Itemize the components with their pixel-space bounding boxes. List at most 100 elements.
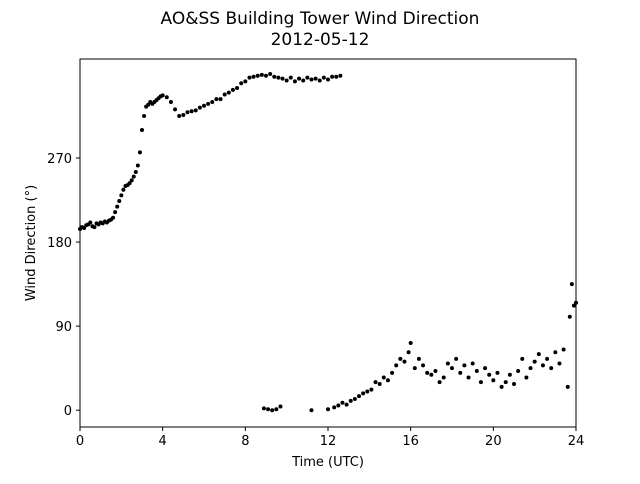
data-point bbox=[288, 75, 293, 80]
data-point bbox=[385, 378, 390, 383]
chart-subtitle: 2012-05-12 bbox=[271, 30, 370, 50]
x-axis-label: Time (UTC) bbox=[291, 455, 364, 470]
data-point bbox=[137, 150, 142, 155]
data-point bbox=[135, 163, 140, 168]
y-tick-label: 270 bbox=[47, 152, 72, 167]
data-point bbox=[230, 87, 235, 92]
data-point bbox=[326, 77, 330, 82]
data-point bbox=[445, 361, 450, 366]
data-point bbox=[88, 220, 93, 225]
data-point bbox=[264, 73, 268, 78]
data-point bbox=[503, 380, 508, 385]
data-point bbox=[214, 97, 219, 102]
data-point bbox=[540, 363, 545, 368]
data-point bbox=[352, 396, 357, 401]
data-point bbox=[243, 79, 248, 84]
data-point bbox=[553, 350, 558, 355]
data-point bbox=[512, 382, 516, 387]
plot-frame bbox=[79, 58, 577, 428]
y-tick-label: 0 bbox=[64, 404, 72, 419]
data-point bbox=[377, 382, 382, 387]
x-tick-label: 24 bbox=[568, 434, 585, 449]
data-point bbox=[301, 78, 306, 83]
data-point bbox=[321, 75, 326, 80]
data-point bbox=[365, 389, 370, 394]
data-point bbox=[247, 75, 252, 80]
data-point bbox=[121, 187, 126, 192]
data-point bbox=[369, 387, 374, 392]
data-point bbox=[276, 75, 281, 80]
data-point bbox=[470, 361, 475, 366]
data-point bbox=[284, 78, 289, 83]
x-tick-label: 0 bbox=[76, 434, 84, 449]
data-point bbox=[259, 72, 264, 77]
data-point bbox=[565, 384, 570, 389]
data-point bbox=[206, 101, 211, 106]
data-point bbox=[274, 407, 279, 412]
data-point bbox=[222, 92, 227, 97]
data-point bbox=[330, 74, 335, 79]
data-point bbox=[357, 394, 361, 399]
data-point bbox=[326, 407, 330, 412]
data-point bbox=[280, 76, 285, 81]
data-point bbox=[569, 282, 574, 287]
data-point bbox=[297, 76, 302, 81]
chart-title: AO&SS Building Tower Wind Direction bbox=[161, 9, 480, 29]
data-point bbox=[317, 78, 322, 83]
data-point bbox=[421, 363, 426, 368]
data-point bbox=[516, 368, 521, 373]
data-point bbox=[462, 363, 467, 368]
data-point bbox=[313, 76, 318, 81]
data-point bbox=[210, 99, 215, 104]
data-point bbox=[226, 90, 231, 95]
data-point bbox=[483, 366, 488, 371]
x-tick-label: 12 bbox=[320, 434, 337, 449]
data-point bbox=[532, 359, 537, 364]
data-point bbox=[266, 407, 271, 412]
data-point bbox=[390, 370, 395, 375]
data-point bbox=[561, 347, 566, 352]
data-point bbox=[571, 303, 576, 308]
data-point bbox=[348, 398, 353, 403]
data-point bbox=[278, 404, 283, 409]
data-point bbox=[340, 400, 345, 405]
data-point bbox=[193, 108, 198, 113]
data-point bbox=[567, 314, 572, 319]
data-point bbox=[251, 74, 256, 79]
data-point bbox=[549, 366, 554, 371]
data-point bbox=[412, 366, 417, 371]
data-point bbox=[164, 95, 169, 100]
data-point bbox=[181, 113, 186, 118]
data-point bbox=[394, 363, 399, 368]
data-point bbox=[309, 408, 314, 413]
data-point bbox=[131, 174, 136, 179]
data-point bbox=[491, 378, 496, 383]
data-point bbox=[292, 79, 297, 84]
x-tick-label: 8 bbox=[241, 434, 249, 449]
data-point bbox=[574, 300, 578, 305]
data-point bbox=[344, 402, 349, 407]
data-point bbox=[239, 81, 244, 86]
data-point bbox=[336, 403, 341, 408]
data-point bbox=[425, 370, 430, 375]
y-axis-label: Wind Direction (°) bbox=[24, 185, 39, 301]
data-point bbox=[185, 110, 190, 115]
data-point bbox=[381, 375, 386, 380]
data-point bbox=[82, 226, 87, 231]
data-point bbox=[507, 372, 512, 377]
data-point bbox=[545, 356, 550, 361]
data-point bbox=[92, 225, 97, 230]
data-point bbox=[309, 77, 314, 82]
data-point bbox=[111, 215, 116, 220]
data-point bbox=[450, 366, 454, 371]
data-point bbox=[261, 406, 266, 411]
data-point bbox=[189, 109, 194, 114]
data-point bbox=[146, 102, 151, 107]
data-point bbox=[338, 73, 343, 78]
data-point bbox=[528, 366, 533, 371]
data-point bbox=[133, 170, 138, 175]
x-tick-label: 4 bbox=[159, 434, 167, 449]
data-point bbox=[466, 375, 471, 380]
data-point bbox=[142, 113, 147, 118]
